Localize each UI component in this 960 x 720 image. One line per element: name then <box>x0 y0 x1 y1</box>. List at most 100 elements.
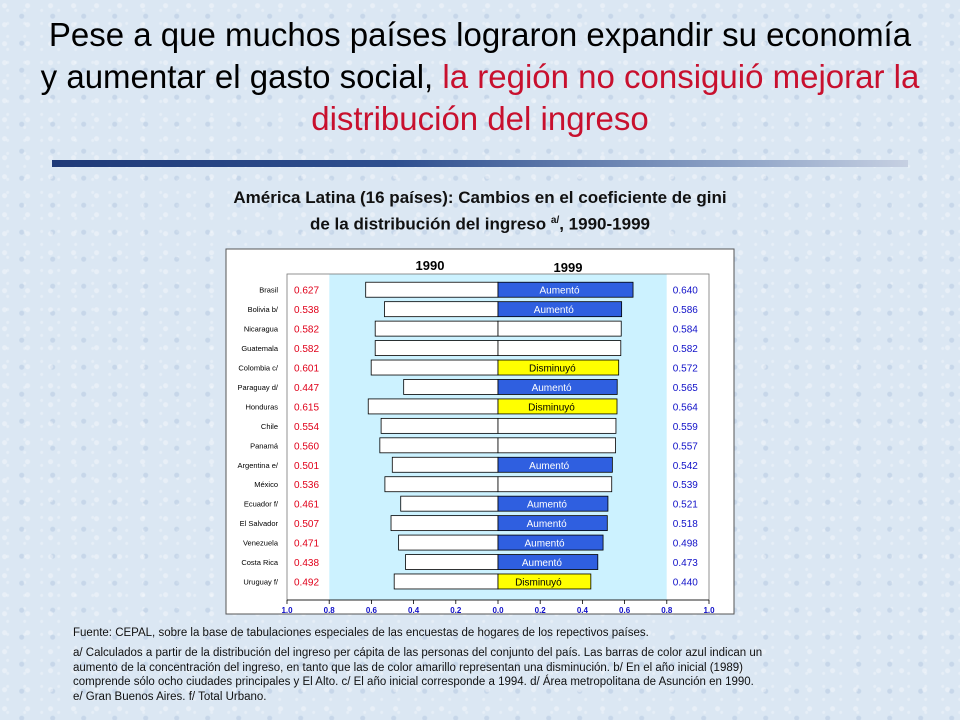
bar-1999 <box>497 495 609 512</box>
bar-1999 <box>497 417 617 434</box>
change-label: Aumentó <box>522 558 562 569</box>
value-label-1990: 0.471 <box>294 539 319 550</box>
value-label-1990: 0.554 <box>294 422 319 433</box>
change-label: Aumentó <box>525 539 565 550</box>
value-label-1990: 0.601 <box>294 364 319 375</box>
bar-1999 <box>497 573 592 590</box>
bar-1990 <box>379 437 499 454</box>
bar-1999 <box>497 281 634 298</box>
value-label-1999: 0.557 <box>673 441 698 452</box>
change-label: Aumentó <box>527 500 567 511</box>
value-label-1999: 0.473 <box>673 558 698 569</box>
source-note: Fuente: CEPAL, sobre la base de tabulaci… <box>73 627 649 639</box>
category-label: Bolivia b/ <box>248 305 279 314</box>
year-label-1990: 1990 <box>416 258 445 273</box>
value-label-1999: 0.559 <box>673 422 698 433</box>
category-label: Colombia c/ <box>238 364 279 373</box>
change-label: Disminuyó <box>515 577 562 588</box>
x-tick-label: 0.4 <box>408 606 420 615</box>
chart-heading-line1: América Latina (16 países): Cambios en e… <box>233 188 727 207</box>
bar-1999 <box>497 340 622 356</box>
bar-1999 <box>497 437 616 454</box>
bar-1990 <box>374 340 499 356</box>
value-label-1990: 0.627 <box>294 286 319 297</box>
bar-1999 <box>497 476 613 493</box>
note-line: a/ Calculados a partir de la distribució… <box>73 647 763 659</box>
category-label: Chile <box>261 422 278 431</box>
bar-1999 <box>497 301 623 318</box>
change-label: Aumentó <box>532 383 572 394</box>
note-line: e/ Gran Buenos Aires. f/ Total Urbano. <box>73 690 267 703</box>
x-tick-label: 0.8 <box>661 606 673 615</box>
chart-heading: América Latina (16 países): Cambios en e… <box>100 186 860 236</box>
chart-heading-line2: de la distribución del ingreso a/, 1990-… <box>100 209 860 236</box>
category-label: México <box>254 480 278 489</box>
bar-1990 <box>384 301 499 318</box>
change-label: Disminuyó <box>529 364 576 375</box>
category-label: Venezuela <box>243 539 279 548</box>
value-label-1990: 0.501 <box>294 461 319 472</box>
bar-1990 <box>390 515 499 532</box>
bar-1990 <box>400 495 499 512</box>
x-tick-label: 0.6 <box>366 606 378 615</box>
note-line: aumento de la concentración del ingreso,… <box>73 661 743 674</box>
chart-heading-footnote-mark: a/ <box>550 215 560 226</box>
bar-1990 <box>403 379 499 395</box>
bar-1999 <box>497 534 604 551</box>
label-column-right <box>666 274 709 600</box>
slide-title-main: Pese a que muchos países lograron expand… <box>40 16 912 95</box>
category-label: Paraguay d/ <box>238 383 279 392</box>
bar-1999 <box>497 554 599 570</box>
bar-1990 <box>391 456 499 473</box>
value-label-1999: 0.572 <box>673 364 698 375</box>
value-label-1999: 0.582 <box>673 344 698 355</box>
value-label-1990: 0.536 <box>294 480 319 491</box>
value-label-1990: 0.582 <box>294 325 319 336</box>
category-label: Argentina e/ <box>238 461 279 470</box>
category-label: Nicaragua <box>244 325 279 334</box>
bar-1999 <box>497 456 613 473</box>
bar-1990 <box>367 398 499 415</box>
slide-title: Pese a que muchos países lograron expand… <box>40 14 920 140</box>
value-label-1999: 0.640 <box>673 286 698 297</box>
slide-title-highlight: la región no consiguió mejorar la distri… <box>311 58 920 137</box>
category-label: Honduras <box>245 402 278 411</box>
value-label-1999: 0.565 <box>673 383 698 394</box>
bar-1999 <box>497 359 620 376</box>
x-tick-label: 0.2 <box>450 606 462 615</box>
chart-heading-line2-text: de la distribución del ingreso <box>310 214 547 234</box>
x-tick-label: 0.0 <box>492 606 504 615</box>
title-divider <box>52 160 908 167</box>
bar-1999 <box>497 515 608 532</box>
value-label-1990: 0.461 <box>294 500 319 511</box>
bar-1990 <box>380 417 499 434</box>
x-tick-label: 0.6 <box>619 606 631 615</box>
value-label-1999: 0.586 <box>673 305 698 316</box>
bar-1999 <box>497 398 618 415</box>
value-label-1990: 0.438 <box>294 558 319 569</box>
value-label-1990: 0.507 <box>294 519 319 530</box>
bar-1990 <box>405 554 499 570</box>
category-label: Brasil <box>259 286 278 295</box>
value-label-1990: 0.615 <box>294 402 319 413</box>
category-label: Uruguay f/ <box>243 577 279 586</box>
value-label-1990: 0.560 <box>294 441 319 452</box>
value-label-1999: 0.584 <box>673 325 698 336</box>
value-label-1990: 0.582 <box>294 344 319 355</box>
value-label-1999: 0.539 <box>673 480 698 491</box>
category-label: El Salvador <box>240 519 279 528</box>
bar-1990 <box>384 476 499 493</box>
change-label: Disminuyó <box>528 402 575 413</box>
value-label-1999: 0.498 <box>673 539 698 550</box>
value-label-1990: 0.492 <box>294 577 319 588</box>
x-tick-label: 1.0 <box>281 606 293 615</box>
bar-1990 <box>374 320 499 337</box>
change-label: Aumentó <box>527 519 567 530</box>
value-label-1999: 0.542 <box>673 461 698 472</box>
bar-1990 <box>398 534 499 551</box>
change-label: Aumentó <box>529 461 569 472</box>
value-label-1990: 0.447 <box>294 383 319 394</box>
value-label-1999: 0.521 <box>673 500 698 511</box>
x-tick-label: 0.8 <box>324 606 336 615</box>
